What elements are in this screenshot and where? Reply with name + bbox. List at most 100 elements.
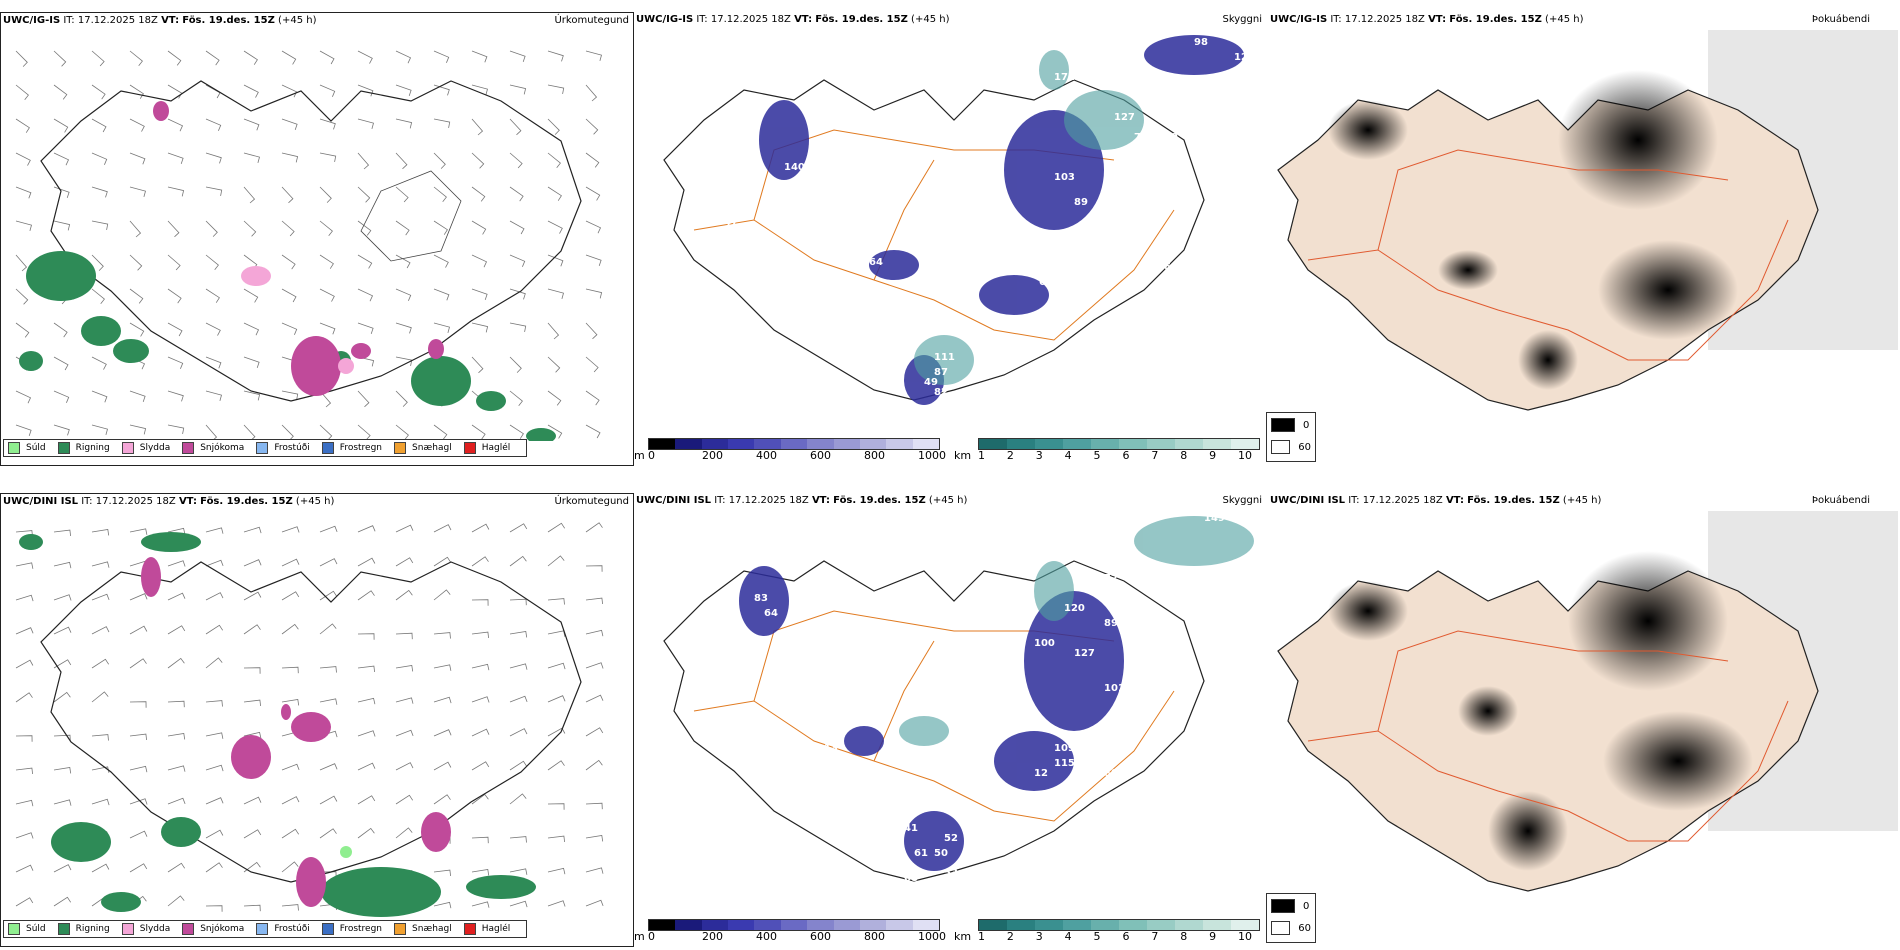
colorbar-segment: [886, 439, 913, 449]
cloud-base-value: 127: [1074, 648, 1095, 659]
wind-barb: [53, 864, 72, 873]
wind-barb: [433, 424, 448, 440]
cloud-base-value: 90: [1094, 558, 1108, 569]
wind-barb: [547, 835, 565, 843]
fog-legend-label: 0: [1303, 419, 1310, 431]
wind-barb: [205, 390, 222, 402]
fog-legend-swatch: [1271, 418, 1295, 432]
legend-label: Slydda: [139, 924, 171, 934]
it-value: 17.12.2025 18Z: [95, 496, 176, 507]
wind-barb: [509, 695, 528, 703]
legend-item: Frostúði: [256, 921, 310, 937]
legend-item: Súld: [8, 921, 46, 937]
wind-barb: [433, 524, 452, 533]
wind-barb: [585, 424, 601, 439]
wind-barb: [281, 591, 300, 601]
wind-barb: [395, 665, 414, 672]
wind-barb: [319, 558, 338, 567]
wind-barb: [319, 186, 332, 203]
wind-barb: [15, 864, 34, 873]
wind-barb: [243, 152, 260, 164]
wind-barb: [547, 322, 560, 340]
panel-header: UWC/DINI ISL IT: 17.12.2025 18Z VT: Fös.…: [1268, 493, 1900, 509]
wind-barb: [585, 84, 598, 102]
wind-barb: [243, 667, 261, 674]
wind-barb: [205, 254, 219, 270]
colorbar-segment: [1119, 920, 1147, 930]
wind-barb: [471, 50, 488, 63]
colorbar-tick: 1000: [918, 930, 946, 943]
wind-barb: [395, 794, 414, 805]
wind-barb: [53, 691, 71, 703]
wind-barb: [471, 869, 490, 876]
legend-swatch: [256, 442, 269, 454]
legend-label: Frostúði: [274, 924, 310, 934]
wind-barb: [243, 829, 262, 839]
wind-barb: [319, 322, 336, 335]
wind-barb: [509, 220, 525, 235]
wind-barb: [319, 118, 336, 130]
legend-label: Snjókoma: [200, 443, 245, 453]
wind-barb: [547, 424, 563, 439]
colorbar-tick: 8: [1180, 930, 1188, 943]
colorbar-tick: 1000: [918, 449, 946, 462]
legend-label: Rigning: [75, 443, 110, 453]
wind-barb: [281, 699, 300, 706]
wind-barb: [281, 904, 299, 911]
colorbar-tick: 400: [756, 930, 777, 943]
wind-barb: [547, 50, 564, 62]
wind-barb: [395, 729, 414, 737]
it-label: IT:: [63, 15, 75, 26]
wind-barb: [319, 763, 338, 771]
wind-barb: [15, 322, 30, 338]
wind-barb: [357, 118, 374, 130]
wind-barb: [509, 868, 528, 875]
lead-time: (+45 h): [278, 15, 317, 26]
wind-barb: [53, 626, 72, 635]
wind-barb: [319, 424, 333, 441]
cloud-base-value: 71: [1124, 147, 1138, 158]
wind-barb: [433, 794, 451, 805]
legend-item: Frostregn: [321, 440, 382, 456]
panel-header: UWC/IG-IS IT: 17.12.2025 18Z VT: Fös. 19…: [1, 13, 633, 29]
wind-barb: [395, 557, 414, 567]
lead-time: (+45 h): [1562, 495, 1602, 506]
wind-barb: [433, 901, 452, 909]
wind-barb: [509, 760, 528, 771]
vt-label: VT:: [161, 15, 180, 26]
cloud-base-value: 140: [784, 162, 805, 173]
wind-barb: [53, 734, 71, 742]
colorbar-segment: [912, 439, 939, 449]
wind-barb: [357, 390, 370, 408]
wind-barb: [91, 626, 110, 635]
fog-legend-item: 0: [1271, 415, 1311, 435]
cloud-base-value: 49: [924, 377, 938, 388]
colorbar-segment: [1007, 920, 1035, 930]
cloud-base-value: 4: [1149, 252, 1156, 263]
wind-barb: [205, 527, 224, 534]
wind-barb: [471, 186, 486, 202]
panel-header: UWC/DINI ISL IT: 17.12.2025 18Z VT: Fös.…: [1, 494, 633, 510]
wind-barb: [205, 186, 223, 196]
wind-barb: [167, 50, 182, 66]
colorbar-segment: [1035, 439, 1063, 449]
cloud-base-value: 109: [1054, 743, 1075, 754]
wind-barb: [15, 627, 34, 635]
cloud-base-numbers: 98 122 84 172 33 40 149 127 72 140 49 71 111 107 106 10…: [724, 37, 1255, 398]
wind-barb: [395, 254, 411, 269]
legend-item: Snjókoma: [182, 921, 244, 937]
wind-barb: [547, 390, 562, 406]
wind-barb: [357, 633, 375, 640]
legend-swatch: [121, 442, 134, 454]
wind-barb: [129, 288, 144, 304]
wind-barb: [243, 861, 261, 873]
legend-swatch: [57, 442, 70, 454]
wind-barb: [471, 631, 489, 639]
wind-barb: [509, 322, 527, 332]
wind-barb: [585, 662, 604, 669]
cloud-base-value: 52: [944, 833, 958, 844]
wind-barb: [53, 186, 70, 199]
wind-barb: [357, 50, 373, 64]
cloud-base-value: 117: [1074, 773, 1095, 784]
wind-barb: [433, 220, 448, 235]
